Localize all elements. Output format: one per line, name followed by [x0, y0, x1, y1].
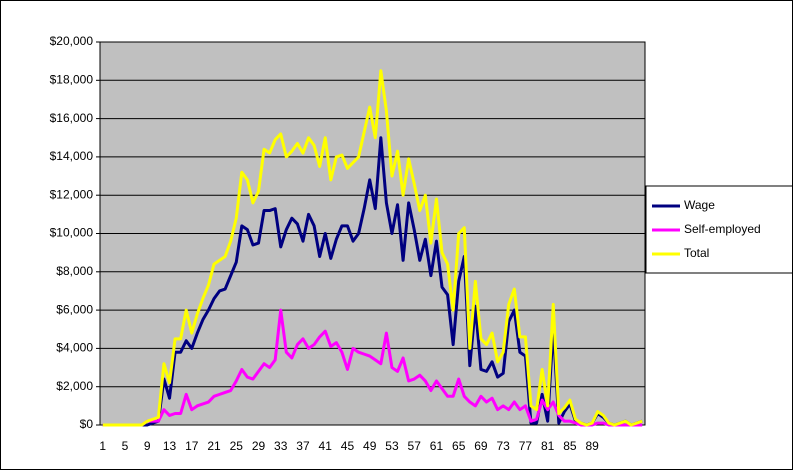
- x-tick-label: 77: [519, 439, 533, 453]
- y-tick-label: $20,000: [50, 34, 94, 48]
- y-tick-label: $10,000: [50, 226, 94, 240]
- series-line: [102, 69, 643, 427]
- x-tick-label: 37: [296, 439, 310, 453]
- lines: [102, 69, 643, 427]
- x-tick-label: 57: [408, 439, 422, 453]
- x-tick-label: 65: [452, 439, 466, 453]
- x-tick-label: 13: [163, 439, 177, 453]
- legend-label: Total: [684, 246, 709, 260]
- series-line: [102, 308, 643, 427]
- x-tick-label: 81: [541, 439, 555, 453]
- x-tick-label: 17: [185, 439, 199, 453]
- legend: Wage Self-employed Total: [652, 198, 761, 260]
- x-tick-label: 5: [122, 439, 129, 453]
- legend-label: Self-employed: [684, 222, 761, 236]
- x-tick-label: 61: [430, 439, 444, 453]
- x-tick-label: 85: [563, 439, 577, 453]
- x-tick-label: 73: [497, 439, 511, 453]
- y-tick-label: $18,000: [50, 72, 94, 86]
- x-tick-label: 25: [230, 439, 244, 453]
- x-tick-label: 1: [99, 439, 106, 453]
- y-tick-label: $12,000: [50, 187, 94, 201]
- x-tick-label: 89: [585, 439, 599, 453]
- y-tick-label: $6,000: [56, 302, 93, 316]
- x-tick-label: 49: [363, 439, 377, 453]
- y-tick-label: $0: [80, 417, 94, 431]
- x-tick-label: 69: [474, 439, 488, 453]
- x-tick-label: 9: [144, 439, 151, 453]
- y-tick-label: $14,000: [50, 149, 94, 163]
- x-tick-label: 29: [252, 439, 266, 453]
- y-tick-label: $4,000: [56, 341, 93, 355]
- x-tick-label: 53: [385, 439, 399, 453]
- x-tick-label: 41: [319, 439, 333, 453]
- x-tick-label: 21: [207, 439, 221, 453]
- y-tick-label: $8,000: [56, 264, 93, 278]
- x-tick-label: 45: [341, 439, 355, 453]
- tick-labels: $0 $2,000 $4,000 $6,000 $8,000 $10,000 $12,000…: [50, 34, 600, 453]
- x-tick-label: 33: [274, 439, 288, 453]
- y-tick-label: $16,000: [50, 111, 94, 125]
- legend-clip: Wage Self-employed Total: [645, 185, 792, 274]
- legend-label: Wage: [684, 198, 715, 212]
- y-tick-label: $2,000: [56, 379, 93, 393]
